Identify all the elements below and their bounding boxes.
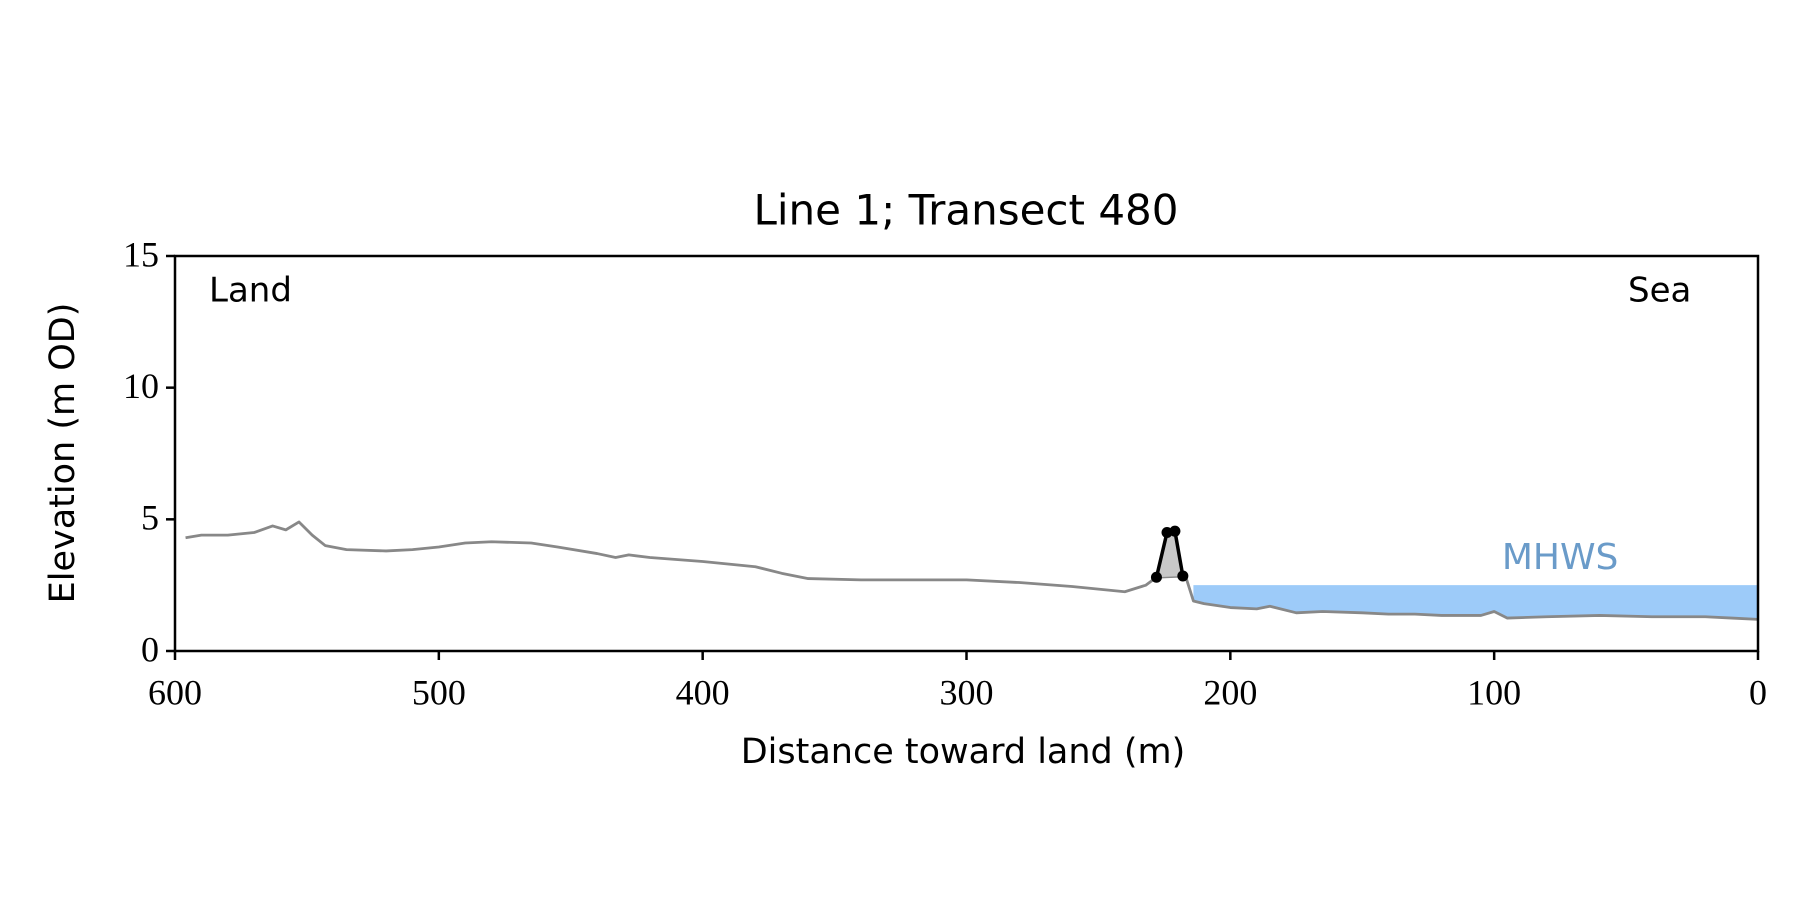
marker	[1150, 571, 1162, 583]
y-axis-label: Elevation (m OD)	[43, 303, 83, 604]
y-tick-label: 5	[141, 498, 159, 538]
y-tick-label: 15	[123, 234, 159, 274]
x-tick-label: 500	[412, 672, 466, 712]
x-tick-label: 300	[940, 672, 994, 712]
annotation: Sea	[1628, 271, 1691, 311]
x-tick-label: 400	[676, 672, 730, 712]
annotation: Land	[209, 271, 292, 311]
x-tick-label: 600	[148, 672, 202, 712]
profile-line	[185, 520, 1759, 621]
y-tick-label: 10	[123, 366, 159, 406]
x-tick-label: 100	[1467, 672, 1521, 712]
marker	[1177, 570, 1189, 582]
mhws-label: MHWS	[1502, 537, 1619, 578]
marker	[1169, 525, 1181, 537]
x-axis-label: Distance toward land (m)	[741, 732, 1186, 772]
x-tick-label: 200	[1203, 672, 1257, 712]
y-tick-label: 0	[141, 629, 159, 669]
x-tick-label: 0	[1749, 672, 1767, 712]
chart-title: Line 1; Transect 480	[753, 186, 1178, 235]
